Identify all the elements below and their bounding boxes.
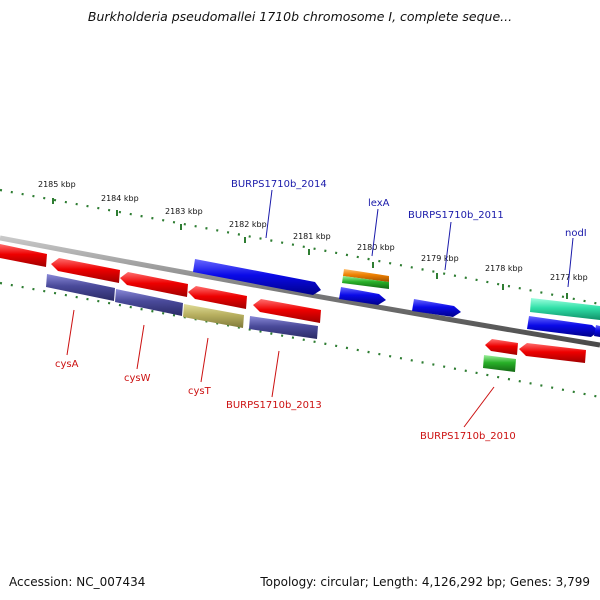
gene-label-cysA[interactable]: cysA [55, 359, 79, 370]
label-leaders-top [265, 189, 574, 288]
gene-label-lexA[interactable]: lexA [368, 198, 390, 209]
scale-label: 2179 kbp [421, 254, 459, 263]
inner-tick-arc [0, 281, 600, 399]
gene-feature-blue[interactable] [412, 299, 461, 317]
label-leaders-bottom [66, 309, 495, 428]
gene-feature-green[interactable] [483, 355, 516, 372]
gene-feature-red[interactable] [120, 272, 188, 297]
gene-label-cysW[interactable]: cysW [124, 373, 151, 384]
scale-label: 2178 kbp [485, 264, 523, 273]
gene-feature-red[interactable] [0, 244, 47, 267]
gene-label-BURPS1710b_2014[interactable]: BURPS1710b_2014 [231, 179, 327, 190]
gene-feature-green[interactable] [342, 276, 389, 289]
gene-feature-blue[interactable] [193, 259, 321, 295]
gene-label-BURPS1710b_2010[interactable]: BURPS1710b_2010 [420, 431, 516, 442]
gene-label-BURPS1710b_2011[interactable]: BURPS1710b_2011 [408, 210, 504, 221]
gene-feature-red[interactable] [485, 339, 518, 355]
gene-label-nodI[interactable]: nodI [565, 228, 587, 239]
gene-feature-blue[interactable] [527, 316, 599, 337]
scale-label: 2180 kbp [357, 243, 395, 252]
scale-labels: 2185 kbp 2184 kbp 2183 kbp 2182 kbp 2181… [38, 180, 588, 282]
gene-label-BURPS1710b_2013[interactable]: BURPS1710b_2013 [226, 400, 322, 411]
gene-labels-top: BURPS1710b_2014 lexA BURPS1710b_2011 nod… [231, 179, 587, 239]
gene-feature-red[interactable] [253, 299, 321, 323]
major-ticks [52, 198, 568, 299]
gene-label-cysT[interactable]: cysT [188, 386, 212, 397]
scale-label: 2182 kbp [229, 220, 267, 229]
gene-feature-red[interactable] [188, 286, 247, 309]
gene-feature-blue[interactable] [594, 325, 600, 337]
reverse-strand-features[interactable] [0, 244, 586, 372]
gene-feature-khaki[interactable] [183, 304, 244, 328]
gene-labels-bottom: cysA cysW cysT BURPS1710b_2013 BURPS1710… [55, 359, 516, 442]
map-title: Burkholderia pseudomallei 1710b chromoso… [87, 9, 513, 24]
gene-feature-orange[interactable] [343, 269, 389, 282]
scale-label: 2185 kbp [38, 180, 76, 189]
scale-label: 2183 kbp [165, 207, 203, 216]
gene-feature-red[interactable] [519, 343, 586, 363]
gene-feature-purple[interactable] [46, 274, 115, 301]
gene-feature-blue[interactable] [339, 287, 386, 305]
scale-label: 2184 kbp [101, 194, 139, 203]
forward-strand-features[interactable] [193, 259, 600, 337]
scale-label: 2181 kbp [293, 232, 331, 241]
topology-summary: Topology: circular; Length: 4,126,292 bp… [260, 575, 590, 589]
gene-feature-red[interactable] [51, 258, 120, 283]
gene-feature-purple[interactable] [249, 316, 318, 339]
chromosome-backbone [0, 235, 600, 348]
gene-feature-teal[interactable] [530, 298, 600, 320]
gene-feature-purple[interactable] [115, 289, 183, 316]
accession-text: Accession: NC_007434 [9, 575, 146, 589]
